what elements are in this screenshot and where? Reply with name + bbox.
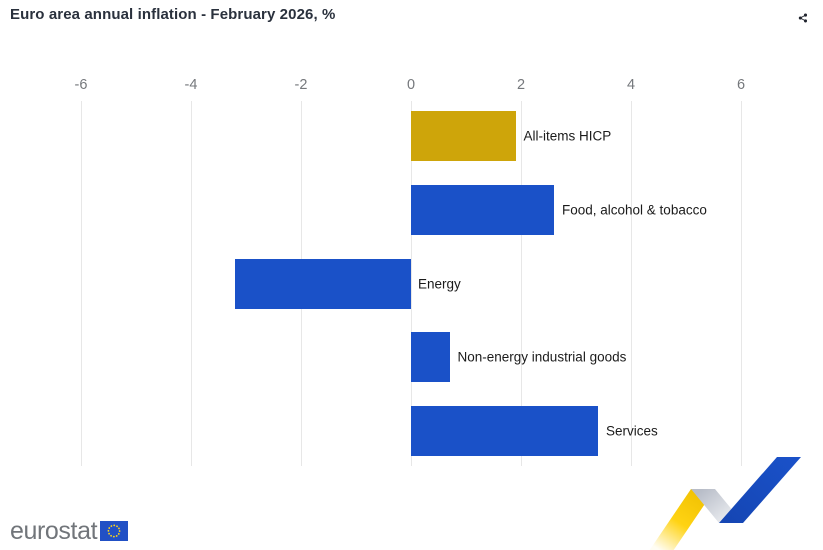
- chart-bar[interactable]: [235, 258, 411, 309]
- gridline: [81, 101, 82, 466]
- axis-tick-label: 6: [736, 77, 746, 93]
- bar-label: Food, alcohol & tobacco: [562, 202, 707, 218]
- gridline: [191, 101, 192, 466]
- gridline: [741, 101, 742, 466]
- chart-title: Euro area annual inflation - February 20…: [10, 6, 336, 23]
- eu-flag-icon: [100, 521, 129, 541]
- eurostat-logo: eurostat: [10, 517, 129, 545]
- axis-tick-label: -2: [294, 77, 308, 93]
- gridline: [411, 101, 412, 466]
- chart-bar[interactable]: [411, 332, 450, 383]
- bar-label: Services: [606, 423, 658, 439]
- axis-tick-label: 0: [406, 77, 416, 93]
- axis-tick-label: -4: [184, 77, 198, 93]
- axis-tick-label: -6: [74, 77, 88, 93]
- gridline: [521, 101, 522, 466]
- share-button[interactable]: [792, 6, 814, 30]
- bar-label: Non-energy industrial goods: [457, 349, 627, 365]
- chart-bar[interactable]: [411, 184, 554, 235]
- eurostat-logo-text: eurostat: [10, 517, 98, 545]
- bar-label: All-items HICP: [523, 128, 612, 144]
- axis-tick-label: 2: [516, 77, 526, 93]
- gridline: [631, 101, 632, 466]
- axis-tick-label: 4: [626, 77, 636, 93]
- chart-bar[interactable]: [411, 406, 598, 457]
- bar-label: Energy: [418, 276, 461, 292]
- eurostat-ribbon-graphic: [649, 457, 801, 550]
- chart-bar[interactable]: [411, 111, 516, 161]
- share-icon: [798, 13, 808, 23]
